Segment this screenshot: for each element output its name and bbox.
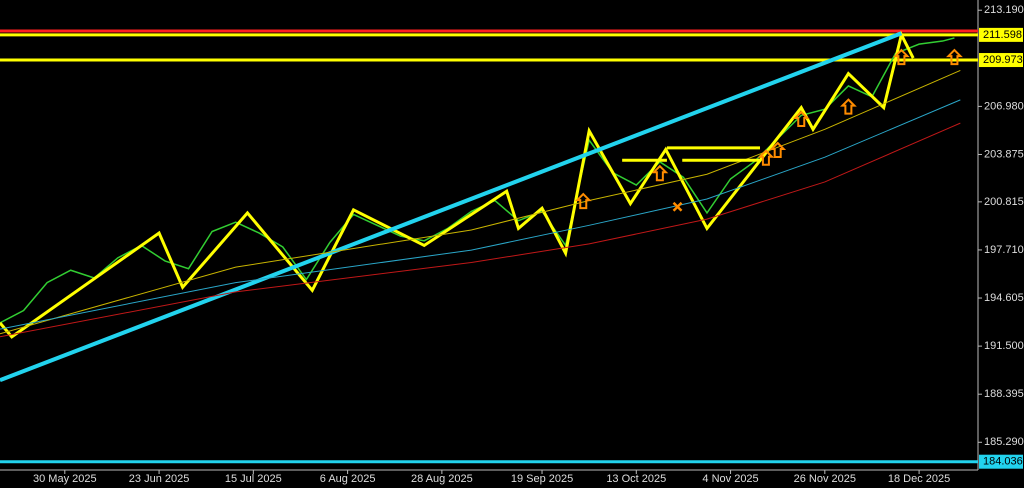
x-tick-label: 13 Oct 2025 xyxy=(606,473,666,485)
x-tick-label: 23 Jun 2025 xyxy=(129,473,190,485)
y-tick-label: 203.875 xyxy=(984,148,1024,160)
price-label-box xyxy=(979,27,1023,42)
x-tick-label: 30 May 2025 xyxy=(33,473,97,485)
y-tick-label: 197.710 xyxy=(984,244,1024,256)
indicator-line xyxy=(0,122,961,338)
indicator-line xyxy=(0,31,903,383)
y-tick-label: 200.815 xyxy=(984,196,1024,208)
x-tick-label: 18 Dec 2025 xyxy=(888,473,950,485)
price-label: 184.036 xyxy=(983,456,1023,468)
y-tick-label: 191.500 xyxy=(984,340,1024,352)
indicator-line xyxy=(0,99,961,330)
y-tick-label: 188.395 xyxy=(984,388,1024,400)
signal-arrow xyxy=(792,110,810,128)
signal-arrow xyxy=(574,192,592,210)
x-tick-label: 6 Aug 2025 xyxy=(320,473,376,485)
x-tick-label: 26 Nov 2025 xyxy=(794,473,856,485)
signal-arrow xyxy=(769,141,787,158)
x-tick-label: 15 Jul 2025 xyxy=(225,473,282,485)
price-label-box xyxy=(979,454,1023,469)
y-tick-label: 213.190 xyxy=(984,4,1024,16)
x-tick-label: 19 Sep 2025 xyxy=(511,473,573,485)
y-tick-label: 194.605 xyxy=(984,292,1024,304)
indicator-line xyxy=(0,30,915,339)
x-tick-label: 28 Aug 2025 xyxy=(411,473,473,485)
price-label: 211.598 xyxy=(983,29,1022,41)
signal-arrow xyxy=(651,164,669,182)
signal-cross xyxy=(672,201,683,212)
x-tick-label: 4 Nov 2025 xyxy=(702,473,758,485)
y-tick-label: 206.980 xyxy=(984,100,1024,112)
y-tick-label: 185.290 xyxy=(984,436,1024,448)
signal-arrow xyxy=(757,149,775,166)
price-label-box xyxy=(979,53,1023,68)
signal-arrow xyxy=(892,48,910,66)
price-label: 209.973 xyxy=(983,54,1023,66)
signal-arrow xyxy=(946,48,963,66)
signal-arrow xyxy=(839,98,857,115)
